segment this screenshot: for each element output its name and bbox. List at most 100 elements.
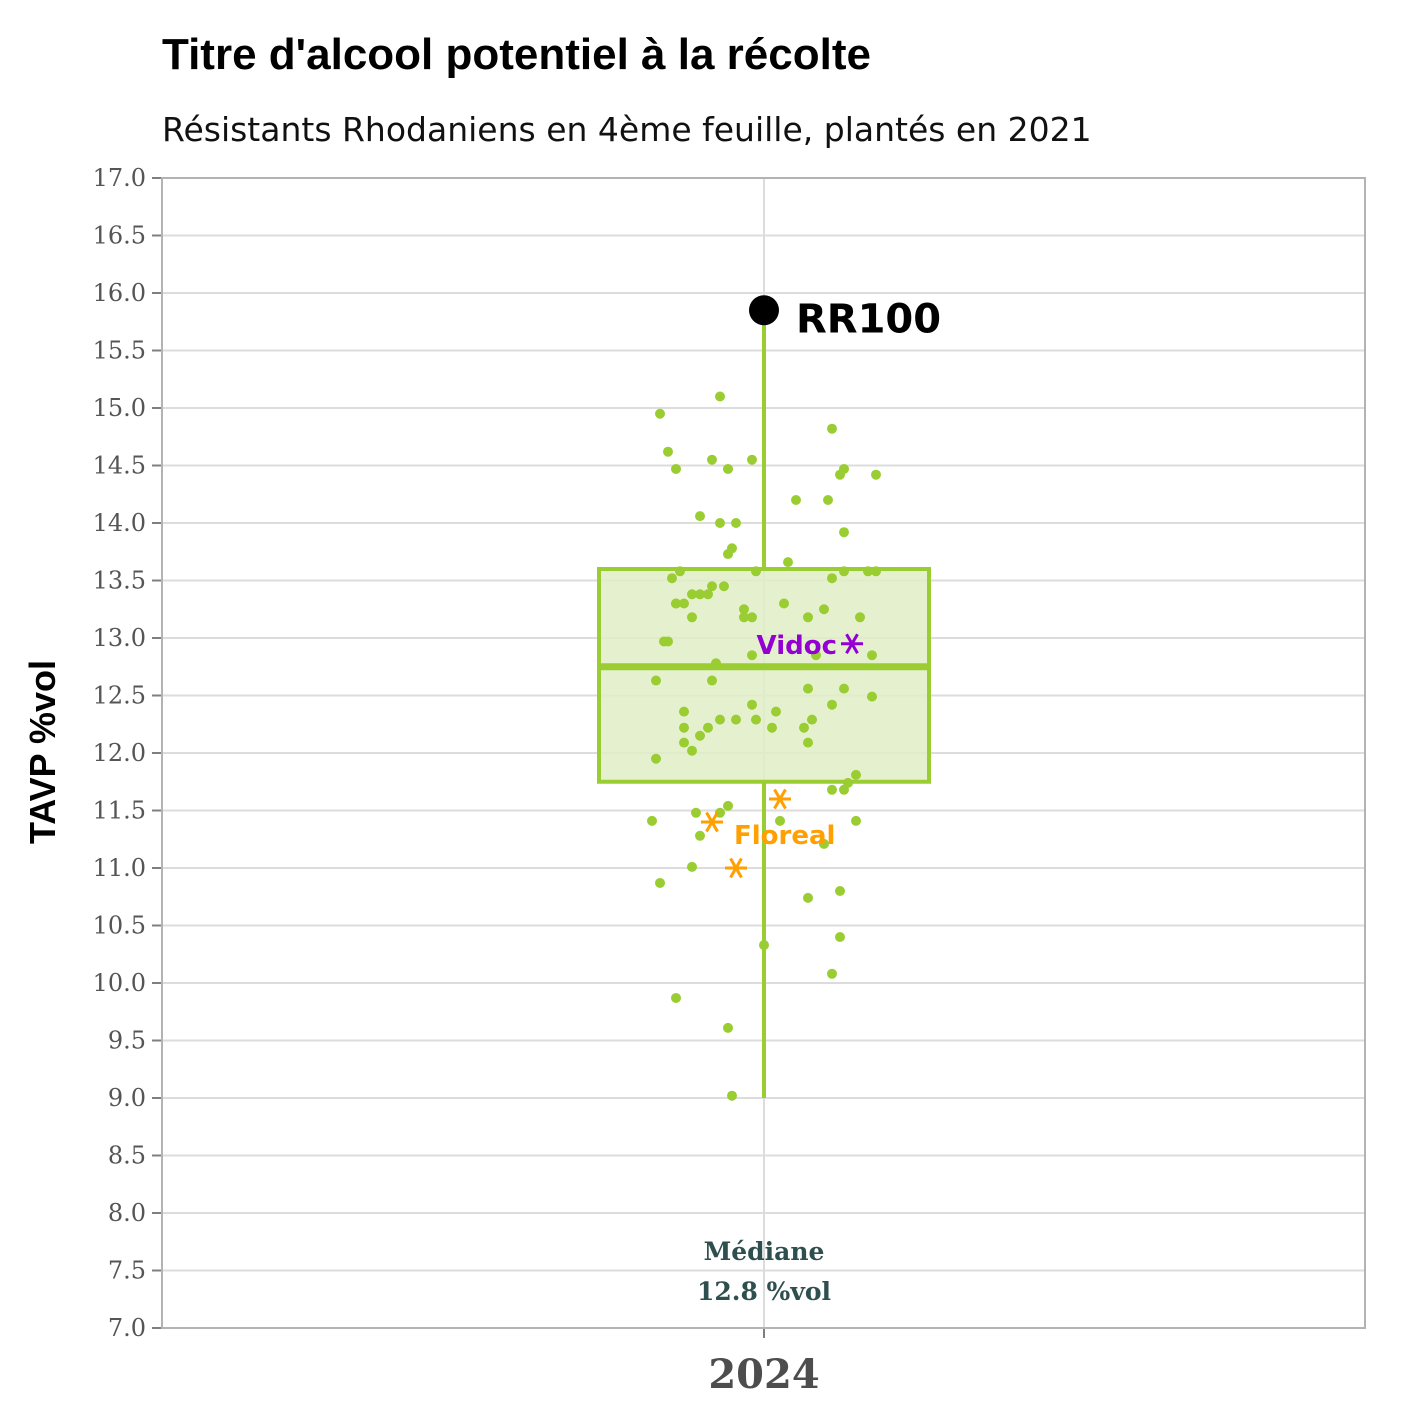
data-point <box>675 566 685 577</box>
data-point <box>851 769 861 780</box>
data-point <box>679 722 689 733</box>
data-point <box>703 722 713 733</box>
data-point <box>811 650 821 661</box>
data-point <box>771 706 781 717</box>
data-point <box>747 612 757 623</box>
y-tick-label: 7.5 <box>108 1257 146 1285</box>
asterisk-stroke <box>773 788 787 810</box>
data-point <box>835 932 845 942</box>
data-point <box>695 511 705 522</box>
data-point <box>731 714 741 725</box>
vidoc-marker <box>841 633 863 655</box>
data-point <box>655 877 665 888</box>
data-point <box>695 830 705 841</box>
data-point <box>731 518 741 528</box>
panel-border <box>161 177 1366 1329</box>
data-point <box>663 636 673 647</box>
y-tick-label: 17.0 <box>93 164 146 192</box>
data-point <box>855 612 865 623</box>
points-layer <box>647 391 881 1101</box>
data-point <box>767 722 777 733</box>
floreal-marker <box>769 788 791 810</box>
data-point <box>827 784 837 795</box>
y-tick-label: 9.0 <box>108 1084 146 1112</box>
data-point <box>775 815 785 826</box>
box-layer <box>597 295 931 1098</box>
data-point <box>851 815 861 826</box>
data-point <box>695 589 705 600</box>
data-point <box>715 391 725 402</box>
data-point <box>747 650 757 661</box>
data-point <box>867 691 877 702</box>
data-point <box>651 753 661 764</box>
data-point <box>799 722 809 733</box>
data-point <box>871 566 881 577</box>
y-tick-label: 16.0 <box>93 279 146 307</box>
y-tick-label: 14.5 <box>93 452 146 480</box>
data-point <box>839 784 849 795</box>
highlight-layer: Vidoc Floreal <box>701 631 863 879</box>
y-tick-label: 12.5 <box>93 682 146 710</box>
data-point <box>723 800 733 811</box>
y-tick-label: 12.0 <box>93 739 146 767</box>
data-point <box>819 604 829 615</box>
data-point <box>707 581 717 592</box>
data-point <box>751 566 761 577</box>
data-point <box>867 650 877 661</box>
data-point <box>747 699 757 710</box>
data-point <box>807 714 817 725</box>
data-point <box>839 566 849 577</box>
data-point <box>839 683 849 694</box>
median-annotation-value: 12.8 %vol <box>697 1277 831 1306</box>
y-tick-label: 15.0 <box>93 394 146 422</box>
chart-title: Titre d'alcool potentiel à la récolte <box>162 30 871 79</box>
data-point <box>803 737 813 748</box>
data-point <box>827 573 837 584</box>
asterisk-stroke <box>845 633 859 655</box>
data-point <box>691 807 701 818</box>
data-point <box>827 423 837 434</box>
data-point <box>679 706 689 717</box>
vidoc-label: Vidoc <box>757 631 837 661</box>
y-tick-label: 15.5 <box>93 337 146 365</box>
data-point <box>679 598 689 609</box>
data-point <box>791 495 801 505</box>
data-point <box>803 892 813 903</box>
data-point <box>739 612 749 623</box>
chart-subtitle: Résistants Rhodaniens en 4ème feuille, p… <box>162 110 1092 149</box>
asterisk-stroke <box>729 857 743 879</box>
data-point <box>687 612 697 623</box>
data-point <box>687 861 697 872</box>
asterisk-stroke <box>705 811 719 833</box>
data-point <box>751 714 761 725</box>
data-point <box>723 1022 733 1033</box>
y-tick-label: 14.0 <box>93 509 146 537</box>
data-point <box>647 815 657 826</box>
y-tick-label: 10.5 <box>93 912 146 940</box>
median-annotation-title: Médiane <box>704 1237 825 1266</box>
y-tick-label: 8.5 <box>108 1142 146 1170</box>
data-point <box>739 604 749 615</box>
data-point <box>707 675 717 686</box>
data-point <box>671 598 681 609</box>
y-axis-ticks: 7.0 7.5 8.0 8.5 9.0 9.5 10.0 10.5 11.0 11.5 12.0 12… <box>93 164 765 1342</box>
data-point <box>747 454 757 465</box>
floreal-label: Floreal <box>734 821 835 851</box>
data-point <box>779 598 789 609</box>
data-point <box>671 992 681 1003</box>
data-point <box>827 968 837 979</box>
data-point <box>783 557 793 568</box>
data-point <box>719 581 729 592</box>
y-tick-label: 11.0 <box>93 854 146 882</box>
data-point <box>723 463 733 474</box>
x-category-label: 2024 <box>708 1351 819 1398</box>
data-point <box>835 886 845 896</box>
data-point <box>871 469 881 480</box>
y-tick-label: 13.0 <box>93 624 146 652</box>
data-point <box>759 940 769 951</box>
y-axis-title: TAVP %vol <box>22 660 63 844</box>
data-point <box>819 838 829 849</box>
data-point <box>687 745 697 756</box>
outlier-point <box>749 295 779 326</box>
data-point <box>667 573 677 584</box>
